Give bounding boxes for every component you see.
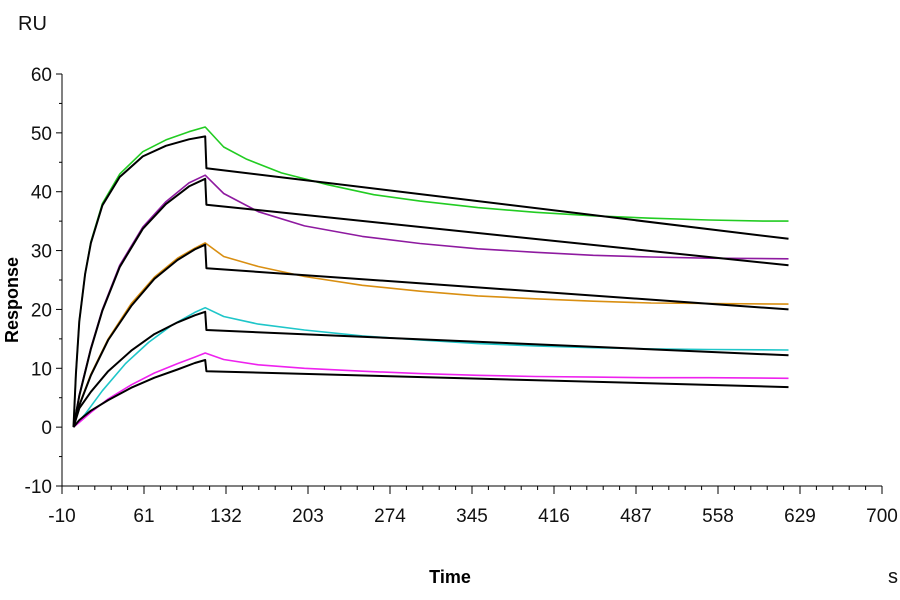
fit-curve bbox=[72, 177, 789, 428]
response-curve bbox=[72, 352, 789, 428]
x-tick-label: 558 bbox=[702, 506, 734, 527]
x-tick-label: 203 bbox=[292, 506, 324, 527]
y-tick-label: -10 bbox=[25, 477, 52, 498]
y-tick-label: 10 bbox=[31, 359, 52, 380]
y-tick-label: 50 bbox=[31, 124, 52, 145]
x-tick-label: 345 bbox=[456, 506, 488, 527]
x-axis-label: Time bbox=[429, 567, 471, 587]
fit-curve bbox=[72, 359, 789, 428]
y-tick-label: 30 bbox=[31, 242, 52, 263]
x-tick-label: -10 bbox=[48, 506, 75, 527]
axes: -10 0 10 20 30 40 50 60 -10 61 132 203 274 345 416 487 5… bbox=[25, 65, 898, 527]
y-unit-label: RU bbox=[18, 13, 47, 35]
y-tick-label: 60 bbox=[31, 65, 52, 86]
x-tick-label: 700 bbox=[866, 506, 898, 527]
response-curve bbox=[72, 126, 789, 428]
x-unit-label: s bbox=[888, 566, 898, 588]
y-tick-label: 0 bbox=[41, 418, 52, 439]
x-tick-label: 487 bbox=[620, 506, 652, 527]
y-tick-label: 20 bbox=[31, 300, 52, 321]
fit-curve bbox=[72, 243, 789, 428]
fit-curve bbox=[72, 310, 789, 428]
y-axis-label: Response bbox=[2, 257, 22, 343]
x-tick-label: 61 bbox=[133, 506, 154, 527]
y-tick-label: 40 bbox=[31, 183, 52, 204]
x-tick-label: 274 bbox=[374, 506, 406, 527]
x-tick-label: 132 bbox=[210, 506, 242, 527]
fit-curve bbox=[72, 135, 789, 428]
series-group bbox=[72, 126, 789, 428]
response-curve bbox=[72, 242, 789, 428]
x-tick-label: 416 bbox=[538, 506, 570, 527]
x-tick-label: 629 bbox=[784, 506, 816, 527]
